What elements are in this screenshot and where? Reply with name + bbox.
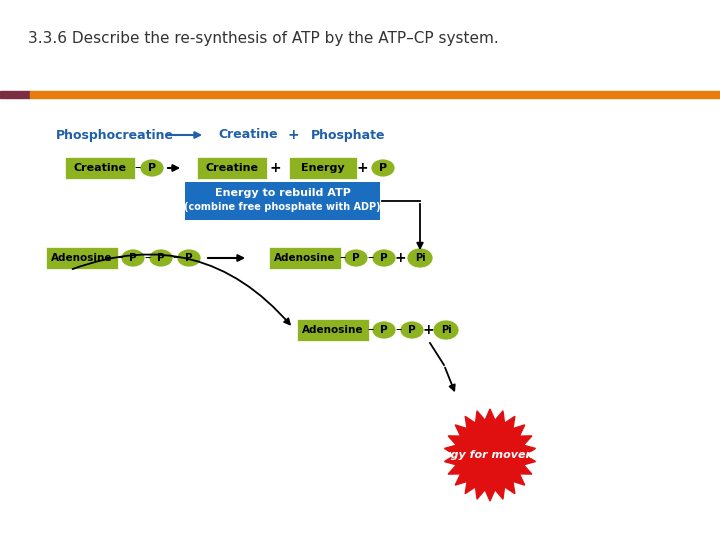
Text: P: P (148, 163, 156, 173)
Ellipse shape (344, 249, 368, 267)
Ellipse shape (400, 321, 424, 339)
Ellipse shape (433, 320, 459, 340)
Text: –: – (368, 323, 374, 336)
Text: –: – (117, 252, 123, 265)
Text: –: – (145, 252, 151, 265)
Text: +: + (394, 251, 406, 265)
Text: –: – (135, 161, 141, 174)
Text: P: P (352, 253, 360, 263)
Text: Adenosine: Adenosine (51, 253, 113, 263)
Text: Pi: Pi (441, 325, 451, 335)
Text: +: + (287, 128, 299, 142)
Ellipse shape (372, 249, 396, 267)
FancyBboxPatch shape (185, 182, 380, 220)
Text: Creatine: Creatine (73, 163, 127, 173)
Text: Adenosine: Adenosine (302, 325, 364, 335)
Text: –: – (340, 252, 346, 265)
Text: P: P (380, 325, 388, 335)
Text: P: P (408, 325, 416, 335)
Text: Adenosine: Adenosine (274, 253, 336, 263)
Text: P: P (129, 253, 137, 263)
Ellipse shape (121, 249, 145, 267)
Text: Phosphate: Phosphate (311, 129, 385, 141)
Bar (30, 91, 720, 98)
Text: +: + (356, 161, 368, 175)
Ellipse shape (140, 159, 164, 177)
Text: –: – (173, 252, 179, 265)
Text: P: P (185, 253, 193, 263)
Ellipse shape (149, 249, 173, 267)
Text: +: + (269, 161, 281, 175)
Ellipse shape (407, 248, 433, 268)
FancyBboxPatch shape (65, 157, 135, 179)
Text: +: + (422, 323, 434, 337)
Text: Phosphocreatine: Phosphocreatine (56, 129, 174, 141)
Text: 3.3.6 Describe the re-synthesis of ATP by the ATP–CP system.: 3.3.6 Describe the re-synthesis of ATP b… (28, 30, 499, 45)
Text: P: P (157, 253, 165, 263)
FancyBboxPatch shape (269, 247, 341, 269)
Ellipse shape (177, 249, 201, 267)
Text: (combine free phosphate with ADP): (combine free phosphate with ADP) (184, 202, 381, 212)
Text: Pi: Pi (415, 253, 426, 263)
Text: P: P (380, 253, 388, 263)
Text: Energy for movement: Energy for movement (422, 450, 558, 460)
Text: Creatine: Creatine (218, 129, 278, 141)
FancyBboxPatch shape (197, 157, 267, 179)
Text: P: P (379, 163, 387, 173)
Text: –: – (396, 323, 402, 336)
Bar (0, 91, 30, 98)
Text: Energy to rebuild ATP: Energy to rebuild ATP (215, 188, 351, 198)
Text: –: – (368, 252, 374, 265)
Ellipse shape (371, 159, 395, 177)
Text: Energy: Energy (301, 163, 345, 173)
FancyBboxPatch shape (46, 247, 118, 269)
Polygon shape (444, 409, 536, 501)
FancyBboxPatch shape (289, 157, 357, 179)
Text: Creatine: Creatine (205, 163, 258, 173)
Ellipse shape (372, 321, 396, 339)
FancyBboxPatch shape (297, 319, 369, 341)
